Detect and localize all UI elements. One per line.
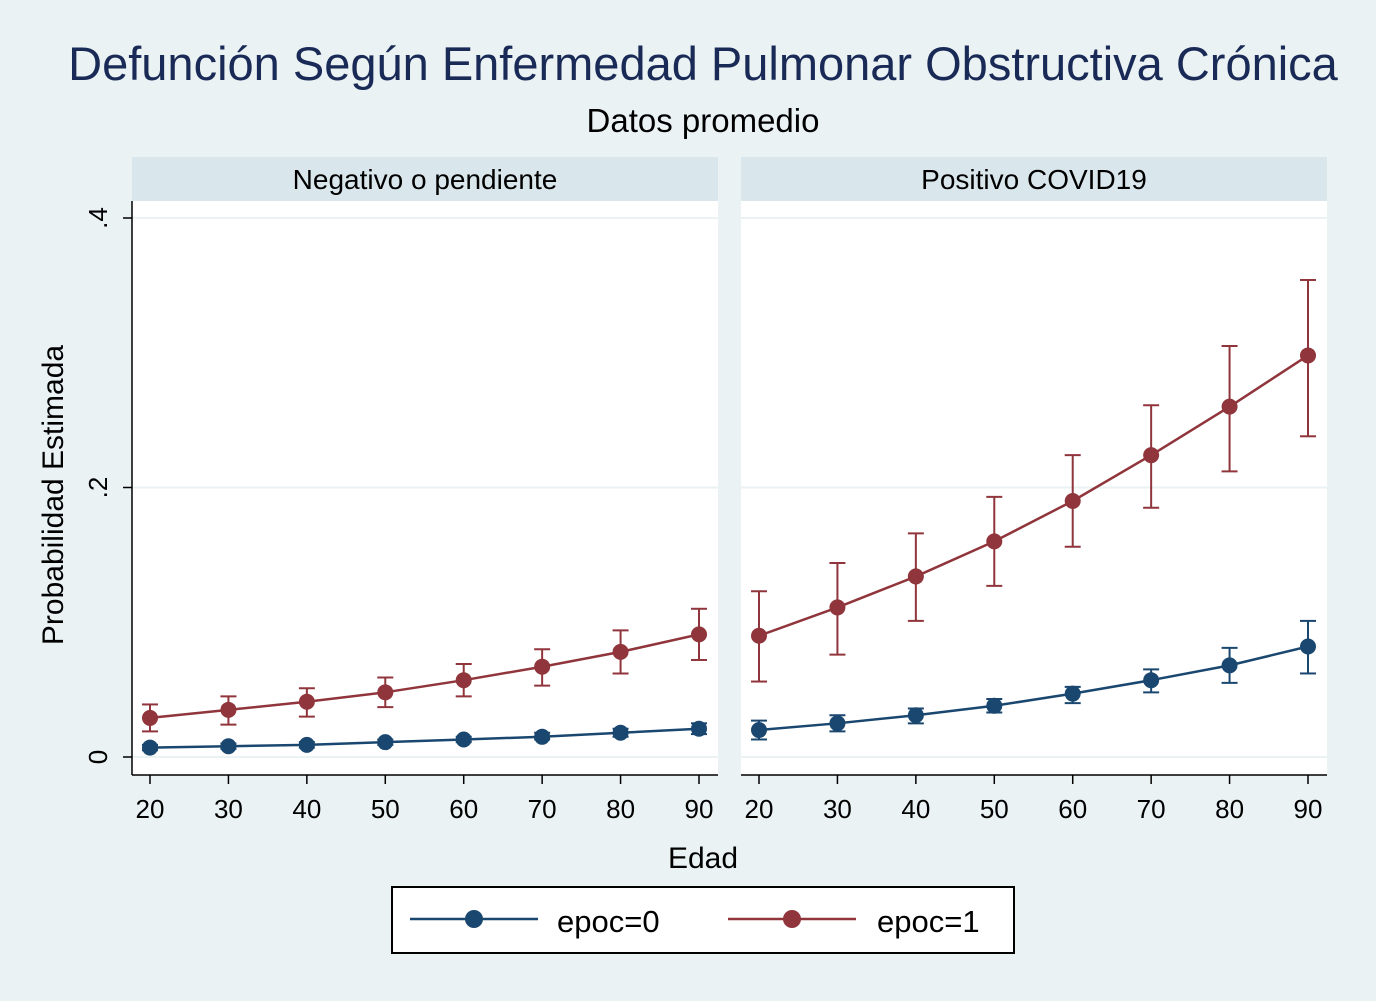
y-tick-label: .2 <box>83 477 113 499</box>
legend: epoc=0 epoc=1 <box>391 886 1015 954</box>
series-epoc=0 <box>751 619 1316 741</box>
data-point <box>220 701 237 718</box>
y-axis-label: Probabilidad Estimada <box>37 345 70 645</box>
series-line <box>758 354 1309 637</box>
legend-box <box>391 886 1015 954</box>
panel-header <box>132 157 718 201</box>
legend-marker-epoc0 <box>465 910 483 928</box>
data-point <box>829 715 846 732</box>
panel-1: Negativo o pendiente 20 30 40 50 60 70 80 90 0 .2.… <box>83 157 718 824</box>
x-tick-label: 40 <box>292 794 321 824</box>
data-point <box>691 626 707 643</box>
data-point <box>455 731 472 748</box>
panels: Negativo o pendiente 20 30 40 50 60 70 80 90 0 .2.… <box>83 157 1327 824</box>
data-point <box>1143 447 1160 464</box>
data-point <box>1143 672 1160 689</box>
data-point <box>1064 685 1081 702</box>
panel-header-label: Negativo o pendiente <box>293 164 558 195</box>
x-tick-label: 30 <box>214 794 243 824</box>
x-tick-label: 30 <box>823 794 852 824</box>
x-tick-label: 40 <box>901 794 930 824</box>
x-tick-label: 70 <box>528 794 557 824</box>
data-point <box>377 734 394 751</box>
data-point <box>751 627 767 644</box>
x-tick-label: 90 <box>685 794 714 824</box>
x-tick-label: 80 <box>606 794 635 824</box>
x-tick-label: 20 <box>136 794 165 824</box>
data-point <box>377 684 394 701</box>
series-line <box>149 633 700 720</box>
data-point <box>691 720 707 737</box>
series-line <box>758 645 1309 732</box>
panel-header <box>741 157 1327 201</box>
data-point <box>829 599 846 616</box>
x-tick-label: 90 <box>1294 794 1323 824</box>
data-point <box>751 722 767 739</box>
data-point <box>907 707 924 724</box>
series-epoc=1 <box>751 278 1316 683</box>
panel-header-label: Positivo COVID19 <box>921 164 1147 195</box>
data-point <box>220 738 237 755</box>
x-tick-label: 70 <box>1137 794 1166 824</box>
data-point <box>1221 398 1238 415</box>
x-tick-label: 80 <box>1215 794 1244 824</box>
x-tick-label: 50 <box>980 794 1009 824</box>
data-point <box>455 672 472 689</box>
data-point <box>1221 657 1238 674</box>
data-point <box>298 736 315 753</box>
x-tick-label: 50 <box>371 794 400 824</box>
chart-subtitle: Datos promedio <box>587 102 820 139</box>
chart-title: Defunción Según Enfermedad Pulmonar Obst… <box>68 37 1339 90</box>
x-axis-label: Edad <box>668 842 738 875</box>
data-point <box>986 533 1003 550</box>
legend-label-epoc1: epoc=1 <box>877 904 980 939</box>
data-point <box>1300 347 1316 364</box>
data-point <box>142 709 158 726</box>
x-tick-label: 20 <box>745 794 774 824</box>
x-tick-label: 60 <box>1058 794 1087 824</box>
data-point <box>298 693 315 710</box>
data-point <box>907 568 924 585</box>
data-point <box>1300 638 1316 655</box>
data-point <box>534 658 551 675</box>
data-point <box>142 739 158 756</box>
series-line <box>149 727 700 749</box>
data-point <box>534 728 551 745</box>
panel-2: Positivo COVID19 20 30 40 50 60 70 80 90 <box>741 157 1327 824</box>
data-point <box>1064 492 1081 509</box>
data-point <box>612 724 629 741</box>
y-tick-label: 0 <box>83 750 113 764</box>
legend-label-epoc0: epoc=0 <box>557 904 660 939</box>
data-point <box>986 697 1003 714</box>
series-epoc=1 <box>142 607 707 733</box>
legend-marker-epoc1 <box>783 910 801 928</box>
data-point <box>612 643 629 660</box>
series-epoc=0 <box>142 720 707 756</box>
x-tick-label: 60 <box>449 794 478 824</box>
y-tick-label: .4 <box>83 207 113 229</box>
